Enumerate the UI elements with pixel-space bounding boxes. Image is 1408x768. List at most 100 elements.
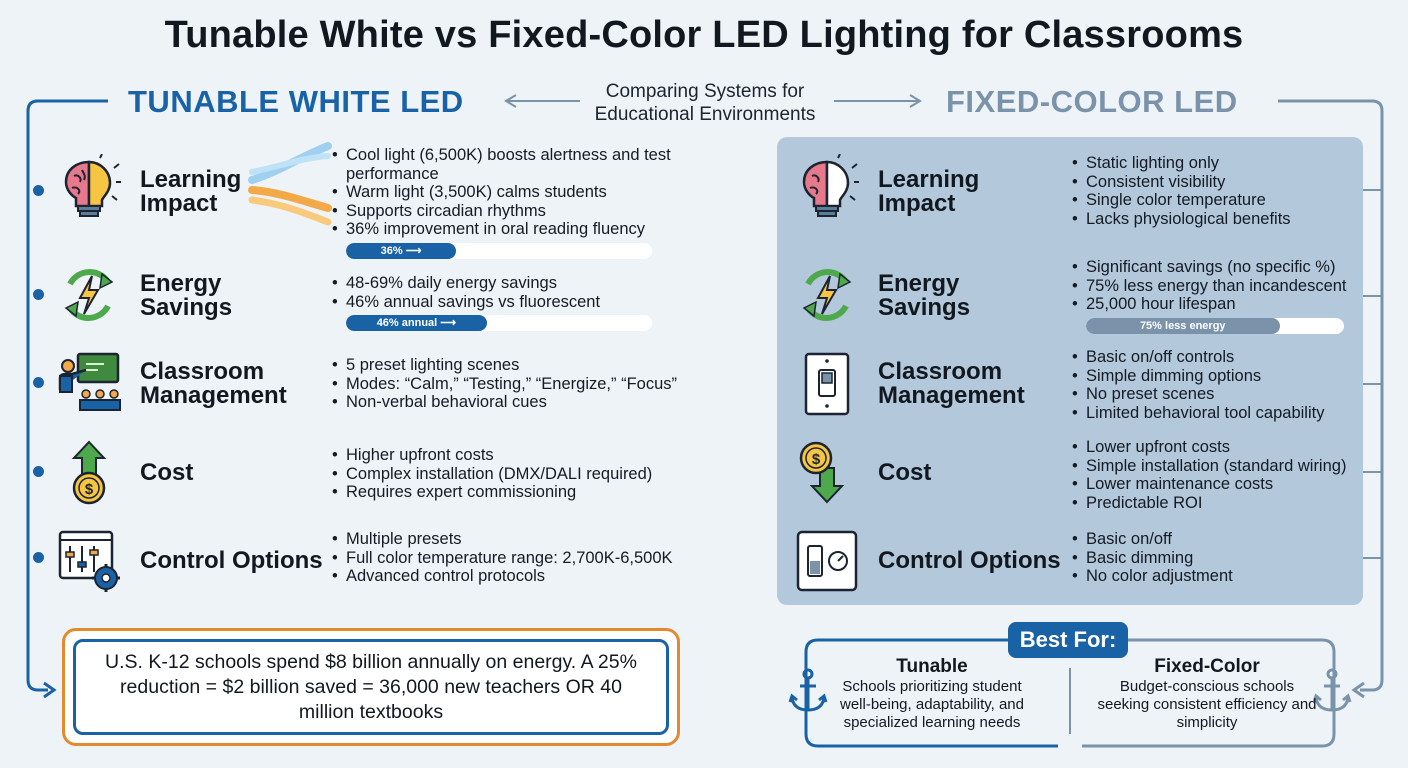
fixed-row-cost: $ Cost Lower upfront costs Simple instal… — [794, 438, 1354, 530]
best-for-fixed: Fixed-Color Budget-conscious schools see… — [1094, 656, 1320, 732]
control-panel-gear-icon — [58, 530, 120, 592]
light-switch-icon — [804, 352, 850, 416]
row-label: Classroom Management — [140, 358, 287, 409]
bullet-list: Significant savings (no specific %) 75% … — [1072, 258, 1352, 314]
fixed-row-classroom: Classroom Management Basic on/off contro… — [794, 348, 1354, 440]
row-label: Energy Savings — [140, 270, 233, 321]
progress-fill: 46% annual ⟶ — [346, 315, 487, 331]
subtitle: Comparing Systems for Educational Enviro… — [594, 81, 816, 125]
bullet: Significant savings (no specific %) — [1072, 258, 1352, 277]
bullet: Warm light (3,500K) calms students — [332, 183, 672, 202]
bullet: Consistent visibility — [1072, 173, 1352, 192]
tunable-row-energy: Energy Savings 48-69% daily energy savin… — [56, 262, 676, 352]
bullet-list: Basic on/off controls Simple dimming opt… — [1072, 348, 1352, 422]
anchor-icon — [788, 668, 828, 712]
best-for-text: Budget-conscious schools seeking consist… — [1097, 678, 1317, 731]
svg-text:$: $ — [812, 451, 821, 468]
bullet: 36% improvement in oral reading fluency — [332, 220, 672, 239]
fixed-row-control: Control Options Basic on/off Basic dimmi… — [794, 528, 1354, 618]
bullet: No preset scenes — [1072, 385, 1352, 404]
anchor-icon — [1312, 668, 1352, 712]
tunable-heading: TUNABLE WHITE LED — [128, 84, 464, 119]
bullet-list: Basic on/off Basic dimming No color adju… — [1072, 530, 1352, 586]
bullet: Supports circadian rhythms — [332, 202, 672, 221]
fixed-heading: FIXED-COLOR LED — [946, 84, 1238, 119]
bullet-list: 48-69% daily energy savings 46% annual s… — [332, 274, 672, 311]
bullet: 25,000 hour lifespan — [1072, 295, 1352, 314]
bullet: 75% less energy than incandescent — [1072, 277, 1352, 296]
bullet: Limited behavioral tool capability — [1072, 404, 1352, 423]
timeline-dot — [33, 289, 44, 300]
progress-label: 36% — [380, 245, 403, 257]
energy-cycle-icon — [802, 269, 852, 321]
row-label: Cost — [878, 459, 932, 486]
tunable-row-control: Control Options Multiple presets Full co… — [56, 528, 676, 618]
bullet: Advanced control protocols — [332, 567, 682, 586]
tunable-row-cost: $ Cost Higher upfront costs Complex inst… — [56, 440, 676, 530]
best-for-tag: Best For: — [1008, 622, 1128, 658]
progress-bar: 36% ⟶ — [346, 243, 652, 259]
bullet: Cool light (6,500K) boosts alertness and… — [332, 146, 672, 183]
bullet: Predictable ROI — [1072, 494, 1352, 513]
bullet: Complex installation (DMX/DALI required) — [332, 465, 682, 484]
light-waves-icon — [248, 142, 332, 226]
timeline-dot — [33, 377, 44, 388]
energy-callout: U.S. K-12 schools spend $8 billion annua… — [62, 628, 680, 746]
progress-bar: 75% less energy — [1086, 318, 1344, 334]
svg-text:$: $ — [85, 481, 94, 498]
bullet-list: 5 preset lighting scenes Modes: “Calm,” … — [332, 356, 682, 412]
bullet: Higher upfront costs — [332, 446, 682, 465]
bullet: Requires expert commissioning — [332, 483, 682, 502]
teacher-board-icon — [58, 352, 121, 411]
coin-arrow-up-icon: $ — [71, 440, 107, 505]
bullet: Modes: “Calm,” “Testing,” “Energize,” “F… — [332, 375, 682, 394]
tunable-row-learning: Learning Impact Cool light (6,500K) boos… — [56, 142, 676, 259]
best-for-heading: Tunable — [896, 656, 968, 677]
bullet: Lower maintenance costs — [1072, 475, 1352, 494]
bullet: Full color temperature range: 2,700K-6,5… — [332, 549, 682, 568]
row-label: Learning Impact — [140, 166, 242, 217]
bullet-list: Cool light (6,500K) boosts alertness and… — [332, 146, 672, 239]
bullet: Basic dimming — [1072, 549, 1352, 568]
best-for-text: Schools prioritizing student well-being,… — [839, 678, 1024, 731]
bullet: Basic on/off — [1072, 530, 1352, 549]
timeline-dot — [33, 185, 44, 196]
bullet: Single color temperature — [1072, 191, 1352, 210]
row-label: Cost — [140, 459, 194, 486]
bullet-list: Multiple presets Full color temperature … — [332, 530, 682, 586]
brain-bulb-icon — [802, 154, 859, 217]
bullet: Static lighting only — [1072, 154, 1352, 173]
bullet: Non-verbal behavioral cues — [332, 393, 682, 412]
progress-fill: 36% ⟶ — [346, 243, 457, 259]
timeline-dot — [33, 466, 44, 477]
row-label: Control Options — [140, 547, 323, 574]
row-label: Control Options — [878, 547, 1061, 574]
bullet-list: Lower upfront costs Simple installation … — [1072, 438, 1352, 512]
progress-label: 75% less energy — [1139, 320, 1226, 332]
progress-label: 46% annual — [376, 317, 438, 329]
bullet: Simple installation (standard wiring) — [1072, 457, 1352, 476]
row-label: Learning Impact — [878, 166, 980, 217]
fixed-row-learning: Learning Impact Static lighting only Con… — [794, 154, 1354, 244]
bullet: Simple dimming options — [1072, 367, 1352, 386]
tunable-row-classroom: Classroom Management 5 preset lighting s… — [56, 350, 677, 440]
bullet: Lower upfront costs — [1072, 438, 1352, 457]
bullet-list: Higher upfront costs Complex installatio… — [332, 446, 682, 502]
bullet-list: Static lighting only Consistent visibili… — [1072, 154, 1352, 228]
bullet: 48-69% daily energy savings — [332, 274, 672, 293]
bullet: 46% annual savings vs fluorescent — [332, 293, 672, 312]
bullet: 5 preset lighting scenes — [332, 356, 682, 375]
progress-fill: 75% less energy — [1086, 318, 1280, 334]
page-title: Tunable White vs Fixed-Color LED Lightin… — [164, 14, 1244, 56]
fixed-row-energy: Energy Savings Significant savings (no s… — [794, 258, 1354, 352]
callout-text: U.S. K-12 schools spend $8 billion annua… — [73, 639, 669, 735]
row-label: Energy Savings — [878, 270, 971, 321]
coin-arrow-down-icon: $ — [799, 441, 845, 504]
bullet: Multiple presets — [332, 530, 682, 549]
best-for-tunable: Tunable Schools prioritizing student wel… — [826, 656, 1038, 732]
best-for-heading: Fixed-Color — [1154, 656, 1260, 677]
dimmer-switch-icon — [796, 530, 858, 592]
row-label: Classroom Management — [878, 358, 1025, 409]
timeline-dot — [33, 552, 44, 563]
bullet: Lacks physiological benefits — [1072, 210, 1352, 229]
